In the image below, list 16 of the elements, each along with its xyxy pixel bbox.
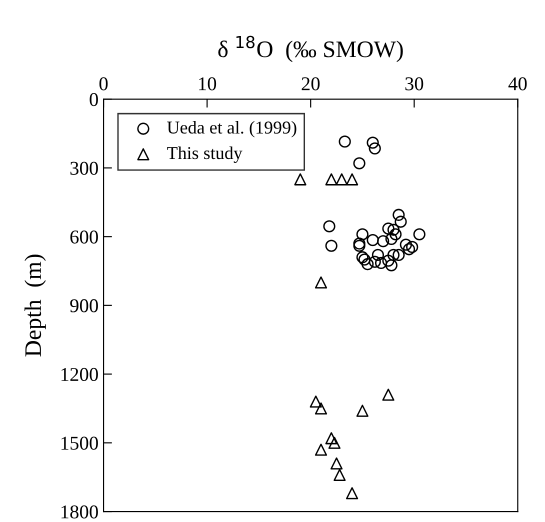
y-tick-label: 1200 bbox=[62, 368, 98, 382]
x-tick-label: 0 bbox=[99, 77, 108, 90]
y-axis-title: Depth (m) bbox=[24, 254, 46, 356]
x-tick-label: 30 bbox=[405, 77, 424, 90]
legend-label: Ueda et al. (1999) bbox=[167, 120, 296, 138]
x-tick-label: 20 bbox=[302, 77, 320, 90]
y-tick-label: 1500 bbox=[62, 436, 98, 450]
x-axis-title: δ $^{18}$O (‰ SMOW) bbox=[218, 36, 403, 62]
y-tick-label: 900 bbox=[70, 299, 98, 312]
y-tick-label: 600 bbox=[70, 230, 98, 244]
y-tick-label: 0 bbox=[90, 92, 98, 106]
y-tick-label: 300 bbox=[70, 162, 98, 175]
x-tick-label: 40 bbox=[508, 77, 527, 90]
legend-label: This study bbox=[167, 146, 242, 163]
x-tick-label: 10 bbox=[199, 77, 216, 90]
y-tick-label: 1800 bbox=[62, 505, 98, 518]
